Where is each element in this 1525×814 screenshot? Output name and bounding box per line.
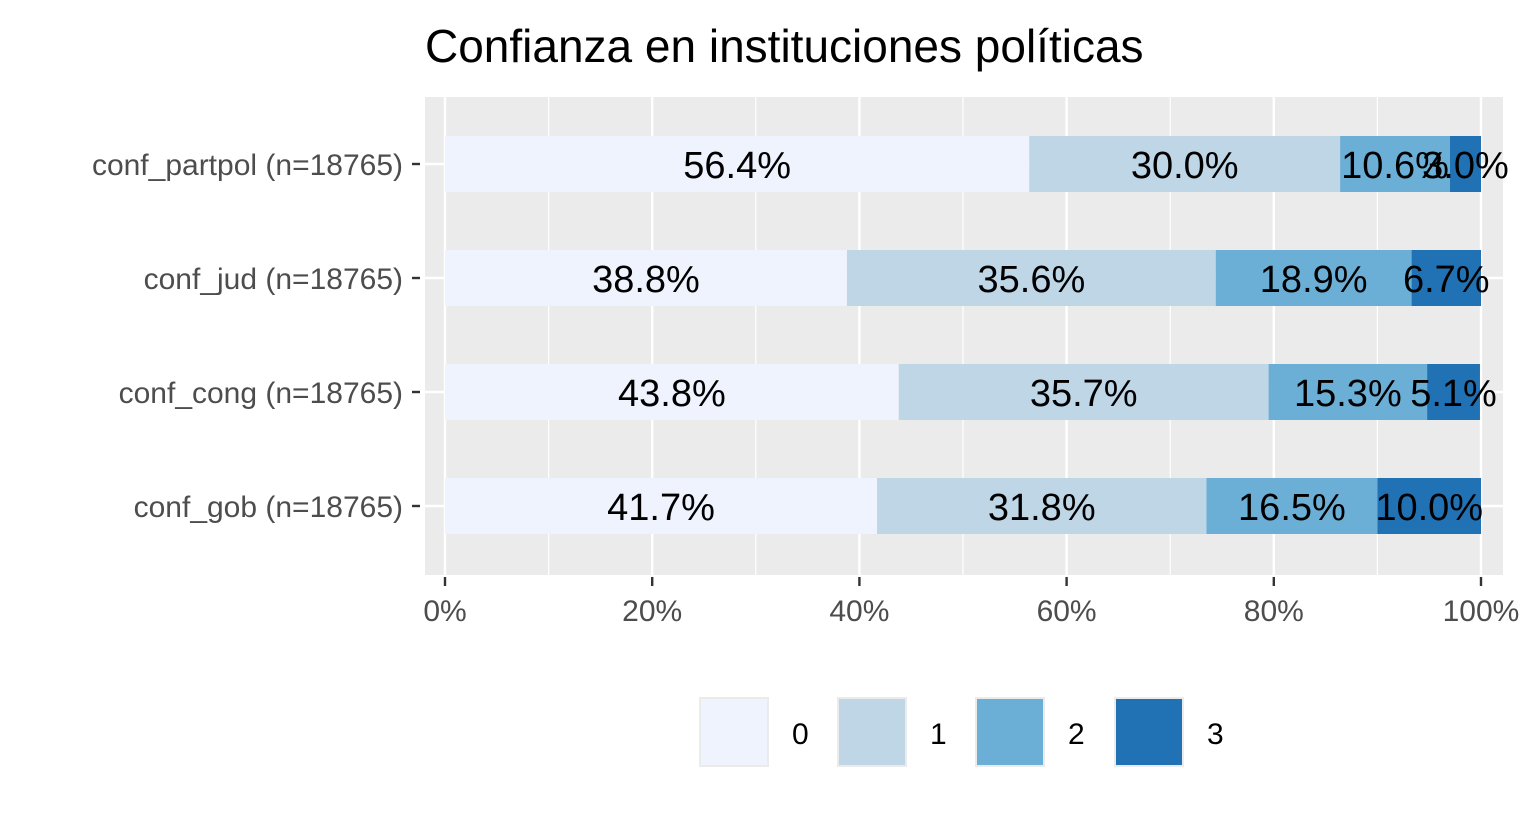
x-tick-label: 20%: [622, 595, 682, 628]
bar-value-label: 5.1%: [1410, 373, 1497, 415]
y-tick-label: conf_partpol (n=18765): [92, 149, 403, 182]
bar-value-label: 41.7%: [607, 487, 715, 529]
bar-segment: [445, 250, 847, 306]
bar-value-label: 30.0%: [1131, 145, 1239, 187]
x-axis: 0% 20% 40% 60% 80% 100%: [423, 577, 1519, 628]
legend-label: 0: [792, 718, 809, 751]
bar-value-label: 43.8%: [618, 373, 726, 415]
legend-key-swatch: [975, 697, 1045, 767]
bar-segment: [877, 478, 1207, 534]
x-tick-label: 100%: [1443, 595, 1520, 628]
bars: [445, 136, 1481, 534]
bar-segment: [1268, 364, 1428, 420]
chart-title: Confianza en instituciones políticas: [425, 20, 1144, 72]
bar-labels: 56.4% 30.0% 10.6%3.0% 38.8% 35.6% 18.9% 6.7% 43…: [592, 145, 1509, 529]
y-tick-label: conf_gob (n=18765): [134, 491, 403, 524]
bar-value-label: 31.8%: [988, 487, 1096, 529]
bar-segment: [1029, 136, 1341, 192]
x-tick-label: 60%: [1037, 595, 1097, 628]
bar-segment: [1340, 136, 1450, 192]
bar-value-label: 38.8%: [592, 259, 700, 301]
bar-value-label: 16.5%: [1238, 487, 1346, 529]
y-tick-label: conf_cong (n=18765): [119, 377, 403, 410]
legend-label: 2: [1068, 718, 1085, 751]
bar-value-label: 35.7%: [1030, 373, 1138, 415]
bar-value-label: 18.9%: [1260, 259, 1368, 301]
bar-segment: [1206, 478, 1378, 534]
bar-value-label: 56.4%: [683, 145, 791, 187]
legend: 0 1 2 3: [699, 697, 1224, 767]
y-axis: conf_partpol (n=18765) conf_jud (n=18765)…: [92, 149, 420, 524]
bar-segment: [1215, 250, 1412, 306]
bar-segment: [445, 364, 899, 420]
x-tick-label: 40%: [829, 595, 889, 628]
bar-value-label: 10.0%: [1375, 487, 1483, 529]
bar-segment: [1377, 478, 1481, 534]
legend-label: 1: [930, 718, 947, 751]
bar-value-label: 15.3%: [1294, 373, 1402, 415]
legend-key-swatch: [837, 697, 907, 767]
bar-segment: [1449, 136, 1481, 192]
bar-segment: [445, 478, 878, 534]
x-tick-label: 80%: [1244, 595, 1304, 628]
legend-key-swatch: [1114, 697, 1184, 767]
bar-segment: [846, 250, 1216, 306]
bar-segment: [1427, 364, 1480, 420]
legend-label: 3: [1207, 718, 1224, 751]
bar-value-label: 10.6%: [1341, 145, 1449, 187]
bar-segment: [445, 136, 1030, 192]
bar-value-label: 35.6%: [978, 259, 1086, 301]
bar-value-label: 3.0%: [1422, 145, 1509, 187]
bar-segment: [898, 364, 1269, 420]
y-tick-label: conf_jud (n=18765): [144, 263, 403, 296]
bar-value-label: 6.7%: [1403, 259, 1490, 301]
bar-segment: [1411, 250, 1481, 306]
legend-key-swatch: [699, 697, 769, 767]
x-tick-label: 0%: [423, 595, 466, 628]
